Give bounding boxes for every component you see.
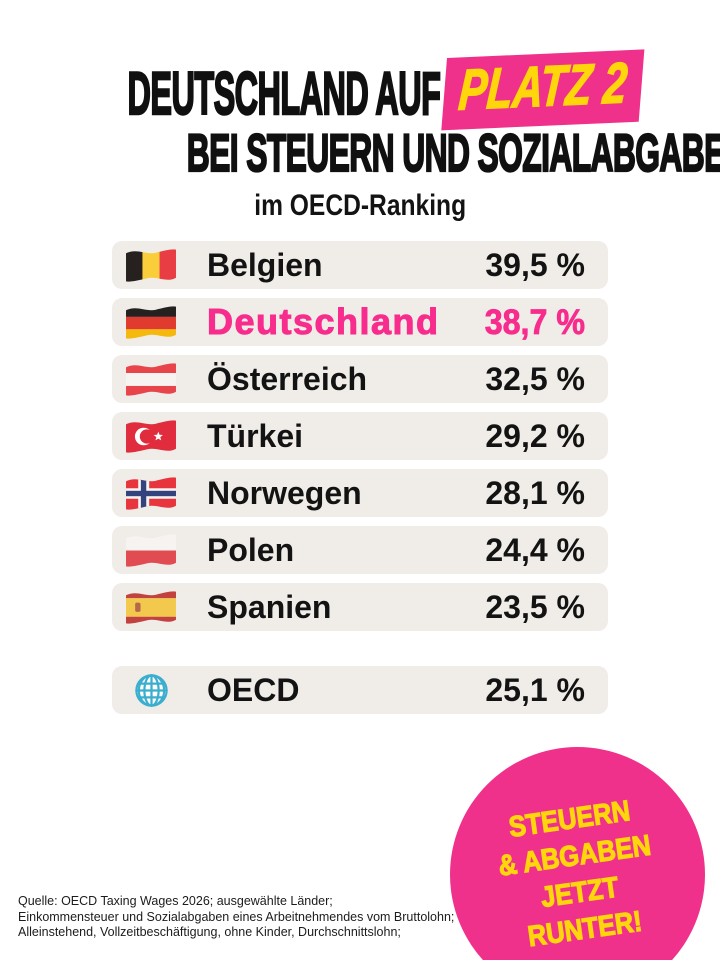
ranking-row-norwegen: Norwegen 28,1 % xyxy=(112,469,608,517)
ranking-row-polen: Polen 24,4 % xyxy=(112,526,608,574)
country-label: Österreich xyxy=(207,361,368,397)
country-value: 32,5 % xyxy=(485,361,585,397)
country-value: 29,2 % xyxy=(485,418,585,454)
oecd-value: 25,1 % xyxy=(485,672,585,708)
country-label: Norwegen xyxy=(207,475,362,511)
ranking-row-deutschland: Deutschland 38,7 % xyxy=(112,298,608,346)
country-value: 38,7 % xyxy=(484,302,585,342)
page-title-line2: BEI STEUERN UND SOZIALABGABEN xyxy=(186,124,720,183)
ranking-row-tuerkei: Türkei 29,2 % xyxy=(112,412,608,460)
platz-2-badge: PLATZ 2 xyxy=(441,49,645,131)
source-line: Alleinstehend, Vollzeitbeschäftigung, oh… xyxy=(18,925,401,939)
poland-flag-icon xyxy=(124,530,178,570)
globe-icon xyxy=(124,670,178,710)
country-label: Türkei xyxy=(207,418,304,454)
country-value: 24,4 % xyxy=(485,532,585,568)
page-title-line1: DEUTSCHLAND AUF xyxy=(126,60,441,127)
country-value: 39,5 % xyxy=(485,247,585,283)
source-note: Quelle: OECD Taxing Wages 2026; ausgewäh… xyxy=(18,894,454,941)
campaign-sticker-text: STEUERN & ABGABEN JETZT RUNTER! xyxy=(481,789,674,960)
oecd-label: OECD xyxy=(207,672,300,708)
ranking-list: Belgien 39,5 % Deutschland 38,7 % xyxy=(112,241,608,723)
ranking-row-oesterreich: Österreich 32,5 % xyxy=(112,355,608,403)
germany-flag-icon xyxy=(124,302,178,342)
source-line: Quelle: OECD Taxing Wages 2026; ausgewäh… xyxy=(18,894,333,908)
source-line: Einkommensteuer und Sozialabgaben eines … xyxy=(18,909,455,924)
campaign-sticker: STEUERN & ABGABEN JETZT RUNTER! xyxy=(450,747,705,960)
country-label: Belgien xyxy=(207,247,323,283)
country-label: Deutschland xyxy=(206,301,440,342)
page-subtitle: im OECD-Ranking xyxy=(254,189,466,222)
turkey-flag-icon xyxy=(124,416,178,456)
country-label: Spanien xyxy=(207,589,332,625)
ranking-row-oecd-average: OECD 25,1 % xyxy=(112,666,608,714)
country-value: 28,1 % xyxy=(485,475,585,511)
ranking-row-spanien: Spanien 23,5 % xyxy=(112,583,608,631)
belgium-flag-icon xyxy=(124,245,178,285)
spain-flag-icon xyxy=(124,587,178,627)
platz-2-badge-label: PLATZ 2 xyxy=(456,50,630,123)
ranking-row-belgien: Belgien 39,5 % xyxy=(112,241,608,289)
country-value: 23,5 % xyxy=(485,589,585,625)
austria-flag-icon xyxy=(124,359,178,399)
country-label: Polen xyxy=(207,532,295,568)
norway-flag-icon xyxy=(124,473,178,513)
